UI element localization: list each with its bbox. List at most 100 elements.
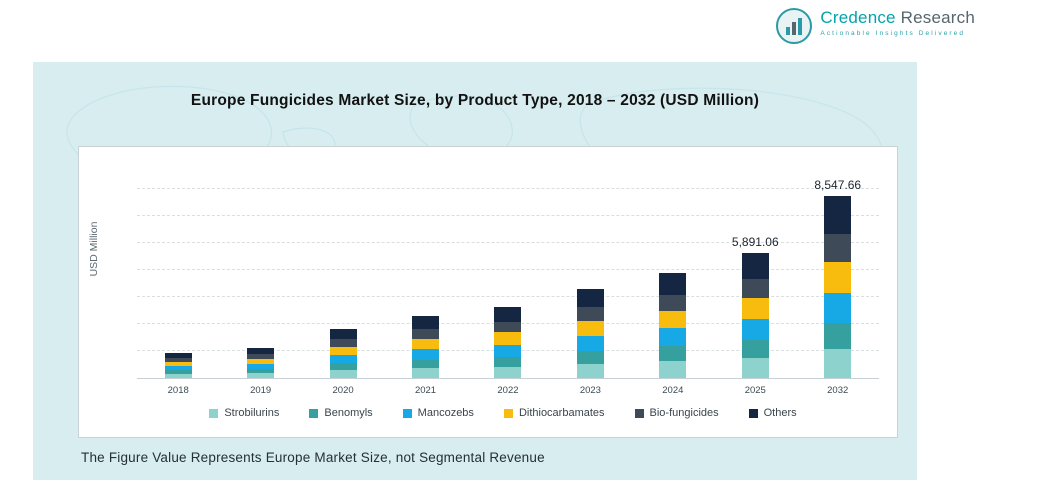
legend-label: Dithiocarbamates bbox=[518, 407, 605, 419]
bar-segment-others bbox=[164, 352, 192, 358]
bar-segment-bio-fungicides bbox=[164, 357, 192, 362]
brand-name-secondary: Research bbox=[900, 8, 975, 27]
bar-segment-benomyls bbox=[659, 346, 687, 362]
legend-item-mancozebs: Mancozebs bbox=[402, 407, 474, 419]
gridline bbox=[137, 188, 879, 189]
brand-name-primary: Credence bbox=[820, 8, 896, 27]
legend-item-dithiocarbamates: Dithiocarbamates bbox=[503, 407, 605, 419]
bar-segment-bio-fungicides bbox=[659, 294, 687, 311]
x-tick-2019: 2019 bbox=[250, 385, 272, 396]
gridline bbox=[137, 296, 879, 297]
bar-2032: 8,547.66 bbox=[797, 178, 879, 378]
bar-segment-benomyls bbox=[576, 351, 604, 364]
bars-row: 5,891.06 8,547.66 bbox=[137, 163, 879, 378]
bar-segment-strobilurins bbox=[576, 363, 604, 378]
legend-swatch bbox=[309, 408, 319, 418]
bar-segment-dithiocarbamates bbox=[164, 361, 192, 367]
bar-segment-mancozebs bbox=[329, 355, 357, 364]
bar-2018 bbox=[137, 352, 219, 378]
bar-segment-strobilurins bbox=[494, 366, 522, 378]
chart-legend: Strobilurins Benomyls Mancozebs Dithiocarba… bbox=[119, 407, 887, 419]
bar-stack bbox=[741, 252, 769, 378]
bar-segment-bio-fungicides bbox=[576, 307, 604, 321]
bar-segment-benomyls bbox=[412, 359, 440, 369]
bar-stack bbox=[576, 288, 604, 378]
legend-item-strobilurins: Strobilurins bbox=[209, 407, 279, 419]
x-tick-2025: 2025 bbox=[744, 385, 766, 396]
bar-segment-benomyls bbox=[494, 356, 522, 367]
legend-item-benomyls: Benomyls bbox=[309, 407, 373, 419]
bar-stack bbox=[164, 352, 192, 378]
bar-segment-bio-fungicides bbox=[741, 278, 769, 298]
chart-title: Europe Fungicides Market Size, by Produc… bbox=[190, 92, 760, 109]
legend-swatch bbox=[209, 408, 219, 418]
bar-segment-dithiocarbamates bbox=[329, 346, 357, 356]
brand-tagline: Actionable Insights Delivered bbox=[820, 30, 966, 37]
bar-2023 bbox=[549, 288, 631, 378]
bar-segment-mancozebs bbox=[576, 336, 604, 352]
chart-area: USD Million 5,891.06 8,547.66 2018 2019 202… bbox=[78, 146, 898, 438]
bar-2021 bbox=[384, 316, 466, 378]
brand-logo: Credence Research Actionable Insights De… bbox=[776, 8, 975, 44]
bar-2025: 5,891.06 bbox=[714, 235, 796, 378]
bar-segment-mancozebs bbox=[412, 349, 440, 360]
bar-segment-bio-fungicides bbox=[247, 354, 275, 359]
bar-segment-bio-fungicides bbox=[824, 234, 852, 262]
bar-segment-benomyls bbox=[164, 370, 192, 374]
bar-segment-mancozebs bbox=[494, 344, 522, 357]
gridline bbox=[137, 242, 879, 243]
bar-value-label-2032: 8,547.66 bbox=[814, 178, 862, 193]
bar-segment-strobilurins bbox=[412, 368, 440, 378]
bar-segment-strobilurins bbox=[329, 370, 357, 378]
bar-chart-logo-icon bbox=[776, 8, 813, 44]
bar-segment-strobilurins bbox=[741, 357, 769, 378]
gridline bbox=[137, 269, 879, 270]
bar-segment-dithiocarbamates bbox=[247, 358, 275, 364]
y-axis-label: USD Million bbox=[88, 221, 100, 277]
bar-segment-mancozebs bbox=[824, 292, 852, 324]
x-tick-2018: 2018 bbox=[167, 385, 189, 396]
x-tick-2022: 2022 bbox=[497, 385, 519, 396]
bar-stack bbox=[824, 196, 852, 378]
x-tick-2024: 2024 bbox=[662, 385, 684, 396]
bar-segment-others bbox=[494, 306, 522, 322]
bar-segment-dithiocarbamates bbox=[576, 320, 604, 337]
bar-segment-others bbox=[824, 196, 852, 235]
brand-text: Credence Research Actionable Insights De… bbox=[820, 8, 975, 37]
bar-segment-benomyls bbox=[329, 363, 357, 371]
bar-segment-mancozebs bbox=[164, 366, 192, 371]
bar-segment-strobilurins bbox=[247, 373, 275, 378]
legend-swatch bbox=[748, 408, 758, 418]
bar-segment-benomyls bbox=[247, 369, 275, 374]
report-panel: Europe Fungicides Market Size, by Produc… bbox=[33, 62, 917, 480]
bar-segment-dithiocarbamates bbox=[824, 261, 852, 293]
legend-label: Others bbox=[763, 407, 797, 419]
x-axis-labels: 2018 2019 2020 2021 2022 2023 2024 2025 2032 bbox=[137, 385, 879, 396]
bar-value-label-2025: 5,891.06 bbox=[731, 234, 779, 249]
bar-segment-bio-fungicides bbox=[494, 321, 522, 333]
bar-segment-benomyls bbox=[824, 323, 852, 349]
legend-label: Benomyls bbox=[324, 407, 373, 419]
bar-stack bbox=[494, 306, 522, 378]
x-tick-2032: 2032 bbox=[827, 385, 849, 396]
legend-swatch bbox=[503, 408, 513, 418]
x-tick-2020: 2020 bbox=[332, 385, 354, 396]
legend-label: Bio-fungicides bbox=[649, 407, 719, 419]
gridline bbox=[137, 215, 879, 216]
bar-stack bbox=[247, 348, 275, 378]
bar-segment-dithiocarbamates bbox=[659, 310, 687, 329]
bar-segment-bio-fungicides bbox=[329, 339, 357, 347]
bar-segment-benomyls bbox=[741, 340, 769, 358]
bar-segment-others bbox=[659, 272, 687, 295]
legend-label: Strobilurins bbox=[224, 407, 280, 419]
x-tick-2023: 2023 bbox=[579, 385, 601, 396]
bar-segment-mancozebs bbox=[659, 328, 687, 347]
figure-footnote: The Figure Value Represents Europe Marke… bbox=[81, 450, 545, 465]
legend-label: Mancozebs bbox=[417, 407, 474, 419]
x-tick-2021: 2021 bbox=[414, 385, 437, 396]
bar-segment-others bbox=[247, 348, 275, 355]
legend-swatch bbox=[402, 408, 412, 418]
bar-segment-others bbox=[329, 329, 357, 340]
brand-name: Credence Research bbox=[820, 8, 975, 28]
bar-stack bbox=[412, 316, 440, 378]
